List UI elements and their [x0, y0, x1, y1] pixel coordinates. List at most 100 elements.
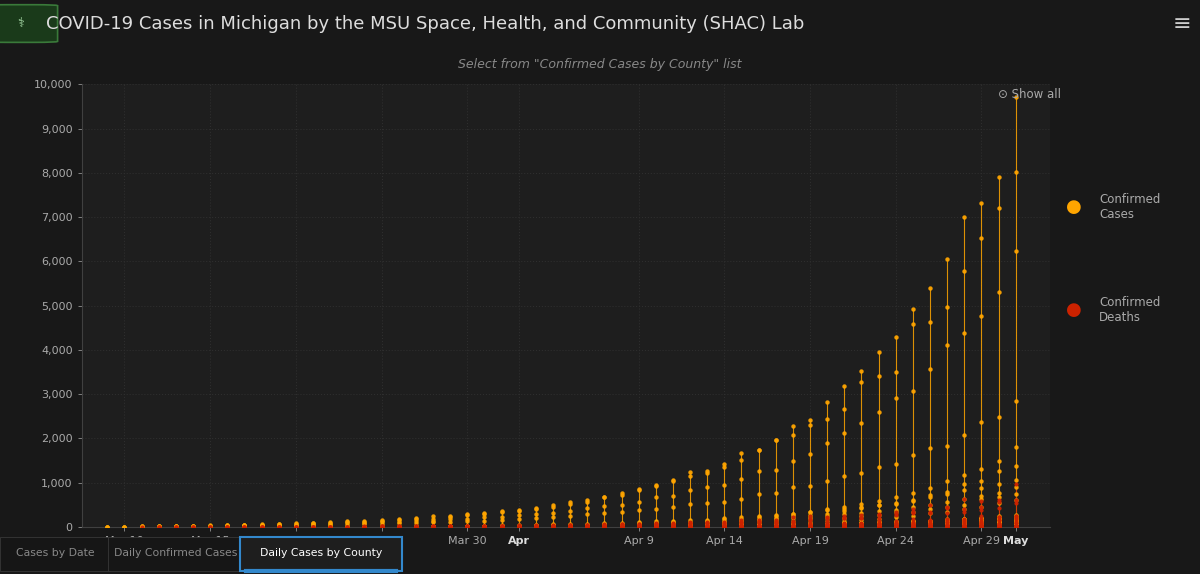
Point — [697, 517, 716, 526]
Point — [509, 522, 528, 532]
Point — [646, 522, 665, 532]
Point — [337, 517, 356, 526]
Point — [835, 522, 854, 531]
Point — [509, 514, 528, 523]
Point — [989, 520, 1008, 529]
Point — [920, 522, 940, 531]
Point — [869, 522, 888, 531]
Point — [886, 522, 905, 532]
Point — [1006, 522, 1025, 532]
Point — [697, 522, 716, 532]
Point — [577, 522, 596, 532]
Point — [697, 522, 716, 532]
Point — [989, 522, 1008, 532]
Point — [715, 518, 734, 528]
Point — [989, 522, 1008, 532]
Point — [989, 515, 1008, 525]
Point — [989, 522, 1008, 531]
Point — [835, 522, 854, 532]
Point — [715, 522, 734, 532]
Point — [749, 522, 768, 531]
Point — [732, 521, 751, 530]
Point — [904, 522, 923, 532]
Point — [835, 522, 854, 531]
Point — [560, 522, 580, 532]
Point — [766, 522, 785, 532]
Point — [252, 522, 271, 532]
Point — [680, 522, 700, 532]
Point — [732, 519, 751, 529]
Point — [544, 522, 563, 532]
Point — [920, 522, 940, 532]
Point — [784, 521, 803, 530]
Point — [697, 522, 716, 532]
Point — [440, 522, 460, 532]
Point — [560, 522, 580, 532]
Point — [766, 522, 785, 531]
Point — [680, 522, 700, 532]
Point — [904, 522, 923, 532]
Point — [937, 441, 956, 451]
Point — [680, 522, 700, 532]
Point — [852, 522, 871, 532]
Point — [715, 521, 734, 530]
Point — [664, 522, 683, 532]
Point — [217, 521, 236, 530]
Point — [732, 522, 751, 532]
Point — [835, 522, 854, 531]
Point — [835, 472, 854, 481]
Point — [680, 522, 700, 531]
Point — [852, 519, 871, 529]
Point — [852, 522, 871, 531]
Point — [629, 520, 648, 529]
Point — [715, 522, 734, 531]
Point — [680, 522, 700, 532]
Point — [800, 522, 820, 532]
Point — [972, 522, 991, 532]
Point — [440, 512, 460, 521]
Point — [955, 516, 974, 525]
Point — [629, 522, 648, 531]
Point — [835, 520, 854, 529]
Point — [955, 522, 974, 532]
Point — [886, 522, 905, 532]
Point — [955, 522, 974, 531]
Point — [784, 522, 803, 531]
Point — [766, 522, 785, 532]
Point — [989, 522, 1008, 532]
Point — [1006, 522, 1025, 532]
Point — [766, 522, 785, 532]
Point — [852, 522, 871, 531]
Point — [817, 522, 836, 532]
Point — [972, 522, 991, 532]
Point — [577, 519, 596, 528]
Point — [457, 522, 476, 531]
Point — [646, 522, 665, 532]
Point — [955, 521, 974, 530]
Point — [920, 522, 940, 532]
Point — [972, 522, 991, 532]
Point — [904, 518, 923, 527]
Point — [817, 522, 836, 532]
Point — [646, 522, 665, 532]
Point — [629, 522, 648, 532]
Point — [937, 521, 956, 530]
Point — [509, 522, 528, 532]
Point — [664, 522, 683, 532]
Point — [886, 522, 905, 531]
Point — [989, 514, 1008, 523]
Point — [920, 522, 940, 531]
Point — [680, 521, 700, 530]
Point — [355, 522, 374, 531]
Point — [697, 522, 716, 532]
Point — [972, 518, 991, 528]
Point — [904, 522, 923, 531]
Point — [852, 521, 871, 530]
Point — [492, 521, 511, 530]
Point — [989, 522, 1008, 531]
Point — [886, 521, 905, 530]
Point — [817, 522, 836, 532]
Point — [475, 522, 494, 531]
Point — [492, 522, 511, 532]
Point — [560, 522, 580, 532]
